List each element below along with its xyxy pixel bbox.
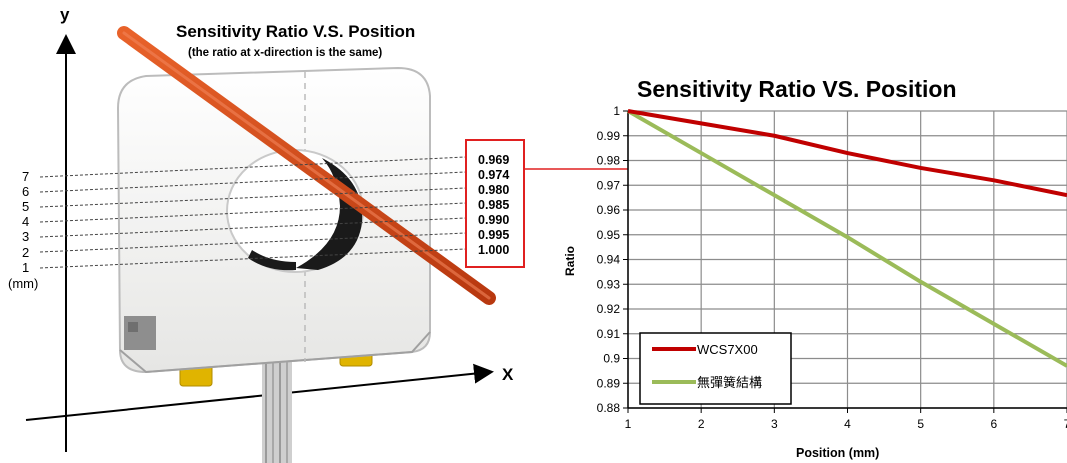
- x-tick-label: 7: [1064, 417, 1067, 431]
- position-lines: [39, 156, 467, 269]
- y-tick-label: 0.96: [597, 203, 621, 217]
- x-tick-label: 2: [698, 417, 705, 431]
- y-axis-label: y: [60, 5, 70, 24]
- y-tick-labels: 1 0.99 0.98 0.97 0.96 0.95 0.94 0.93 0.92 0.91 0.9…: [597, 104, 621, 415]
- x-axis-label: X: [502, 365, 514, 384]
- position-labels: 7 6 5 4 3 2 1 (mm): [8, 169, 38, 291]
- legend-label-wcs7x00: WCS7X00: [697, 342, 758, 357]
- position-label: 3: [22, 229, 29, 244]
- legend-box: [639, 332, 792, 405]
- x-tick-label: 1: [625, 417, 632, 431]
- x-axis-line: [25, 363, 494, 421]
- ratio-value: 1.000: [478, 243, 509, 257]
- ratio-value: 0.990: [478, 213, 509, 227]
- x-tick-labels: 1 2 3 4 5 6 7: [625, 417, 1067, 431]
- y-tick-label: 0.92: [597, 302, 621, 316]
- position-label: 6: [22, 184, 29, 199]
- ratio-value: 0.985: [478, 198, 509, 212]
- x-tick-label: 5: [917, 417, 924, 431]
- y-tick-label: 1: [613, 104, 620, 118]
- y-tick-label: 0.93: [597, 277, 621, 291]
- y-tick-label: 0.91: [597, 327, 621, 341]
- ratio-value: 0.980: [478, 183, 509, 197]
- position-label: 5: [22, 199, 29, 214]
- y-tick-label: 0.95: [597, 228, 621, 242]
- position-label: 4: [22, 214, 29, 229]
- series-layer: [627, 109, 1067, 368]
- y-tick-label: 0.99: [597, 129, 621, 143]
- ratio-value: 0.995: [478, 228, 509, 242]
- x-tick-label: 6: [990, 417, 997, 431]
- ratio-callout: 0.969 0.974 0.980 0.985 0.990 0.995 1.00…: [465, 139, 525, 268]
- line-chart: Sensitivity Ratio VS. Position 1 0.99 0.98…: [563, 76, 1067, 460]
- illustration-subtitle: (the ratio at x-direction is the same): [188, 47, 382, 59]
- chart-title: Sensitivity Ratio VS. Position: [637, 76, 957, 102]
- position-label: 7: [22, 169, 29, 184]
- y-tick-label: 0.88: [597, 401, 621, 415]
- illustration-title: Sensitivity Ratio V.S. Position: [176, 22, 415, 41]
- y-tick-label: 0.97: [597, 178, 621, 192]
- ratio-value: 0.974: [478, 168, 509, 182]
- x-axis-title: Position (mm): [796, 446, 879, 460]
- y-axis-title: Ratio: [563, 246, 577, 276]
- sensor-illustration: y X: [8, 5, 903, 463]
- y-tick-label: 0.9: [603, 352, 620, 366]
- y-tick-label: 0.94: [597, 253, 621, 267]
- x-tick-label: 4: [844, 417, 851, 431]
- y-tick-label: 0.89: [597, 376, 621, 390]
- ratio-value: 0.969: [478, 153, 509, 167]
- legend: WCS7X00 無彈簧結構: [639, 332, 792, 405]
- conductor-rod: [117, 26, 496, 305]
- unit-label: (mm): [8, 276, 38, 291]
- series-line: [627, 109, 1067, 368]
- cable-bundle: [262, 352, 292, 463]
- series-line: [627, 109, 1067, 198]
- legend-label-no-spring: 無彈簧結構: [697, 375, 762, 390]
- position-label: 1: [22, 260, 29, 275]
- x-tick-label: 3: [771, 417, 778, 431]
- y-tick-label: 0.98: [597, 154, 621, 168]
- position-label: 2: [22, 245, 29, 260]
